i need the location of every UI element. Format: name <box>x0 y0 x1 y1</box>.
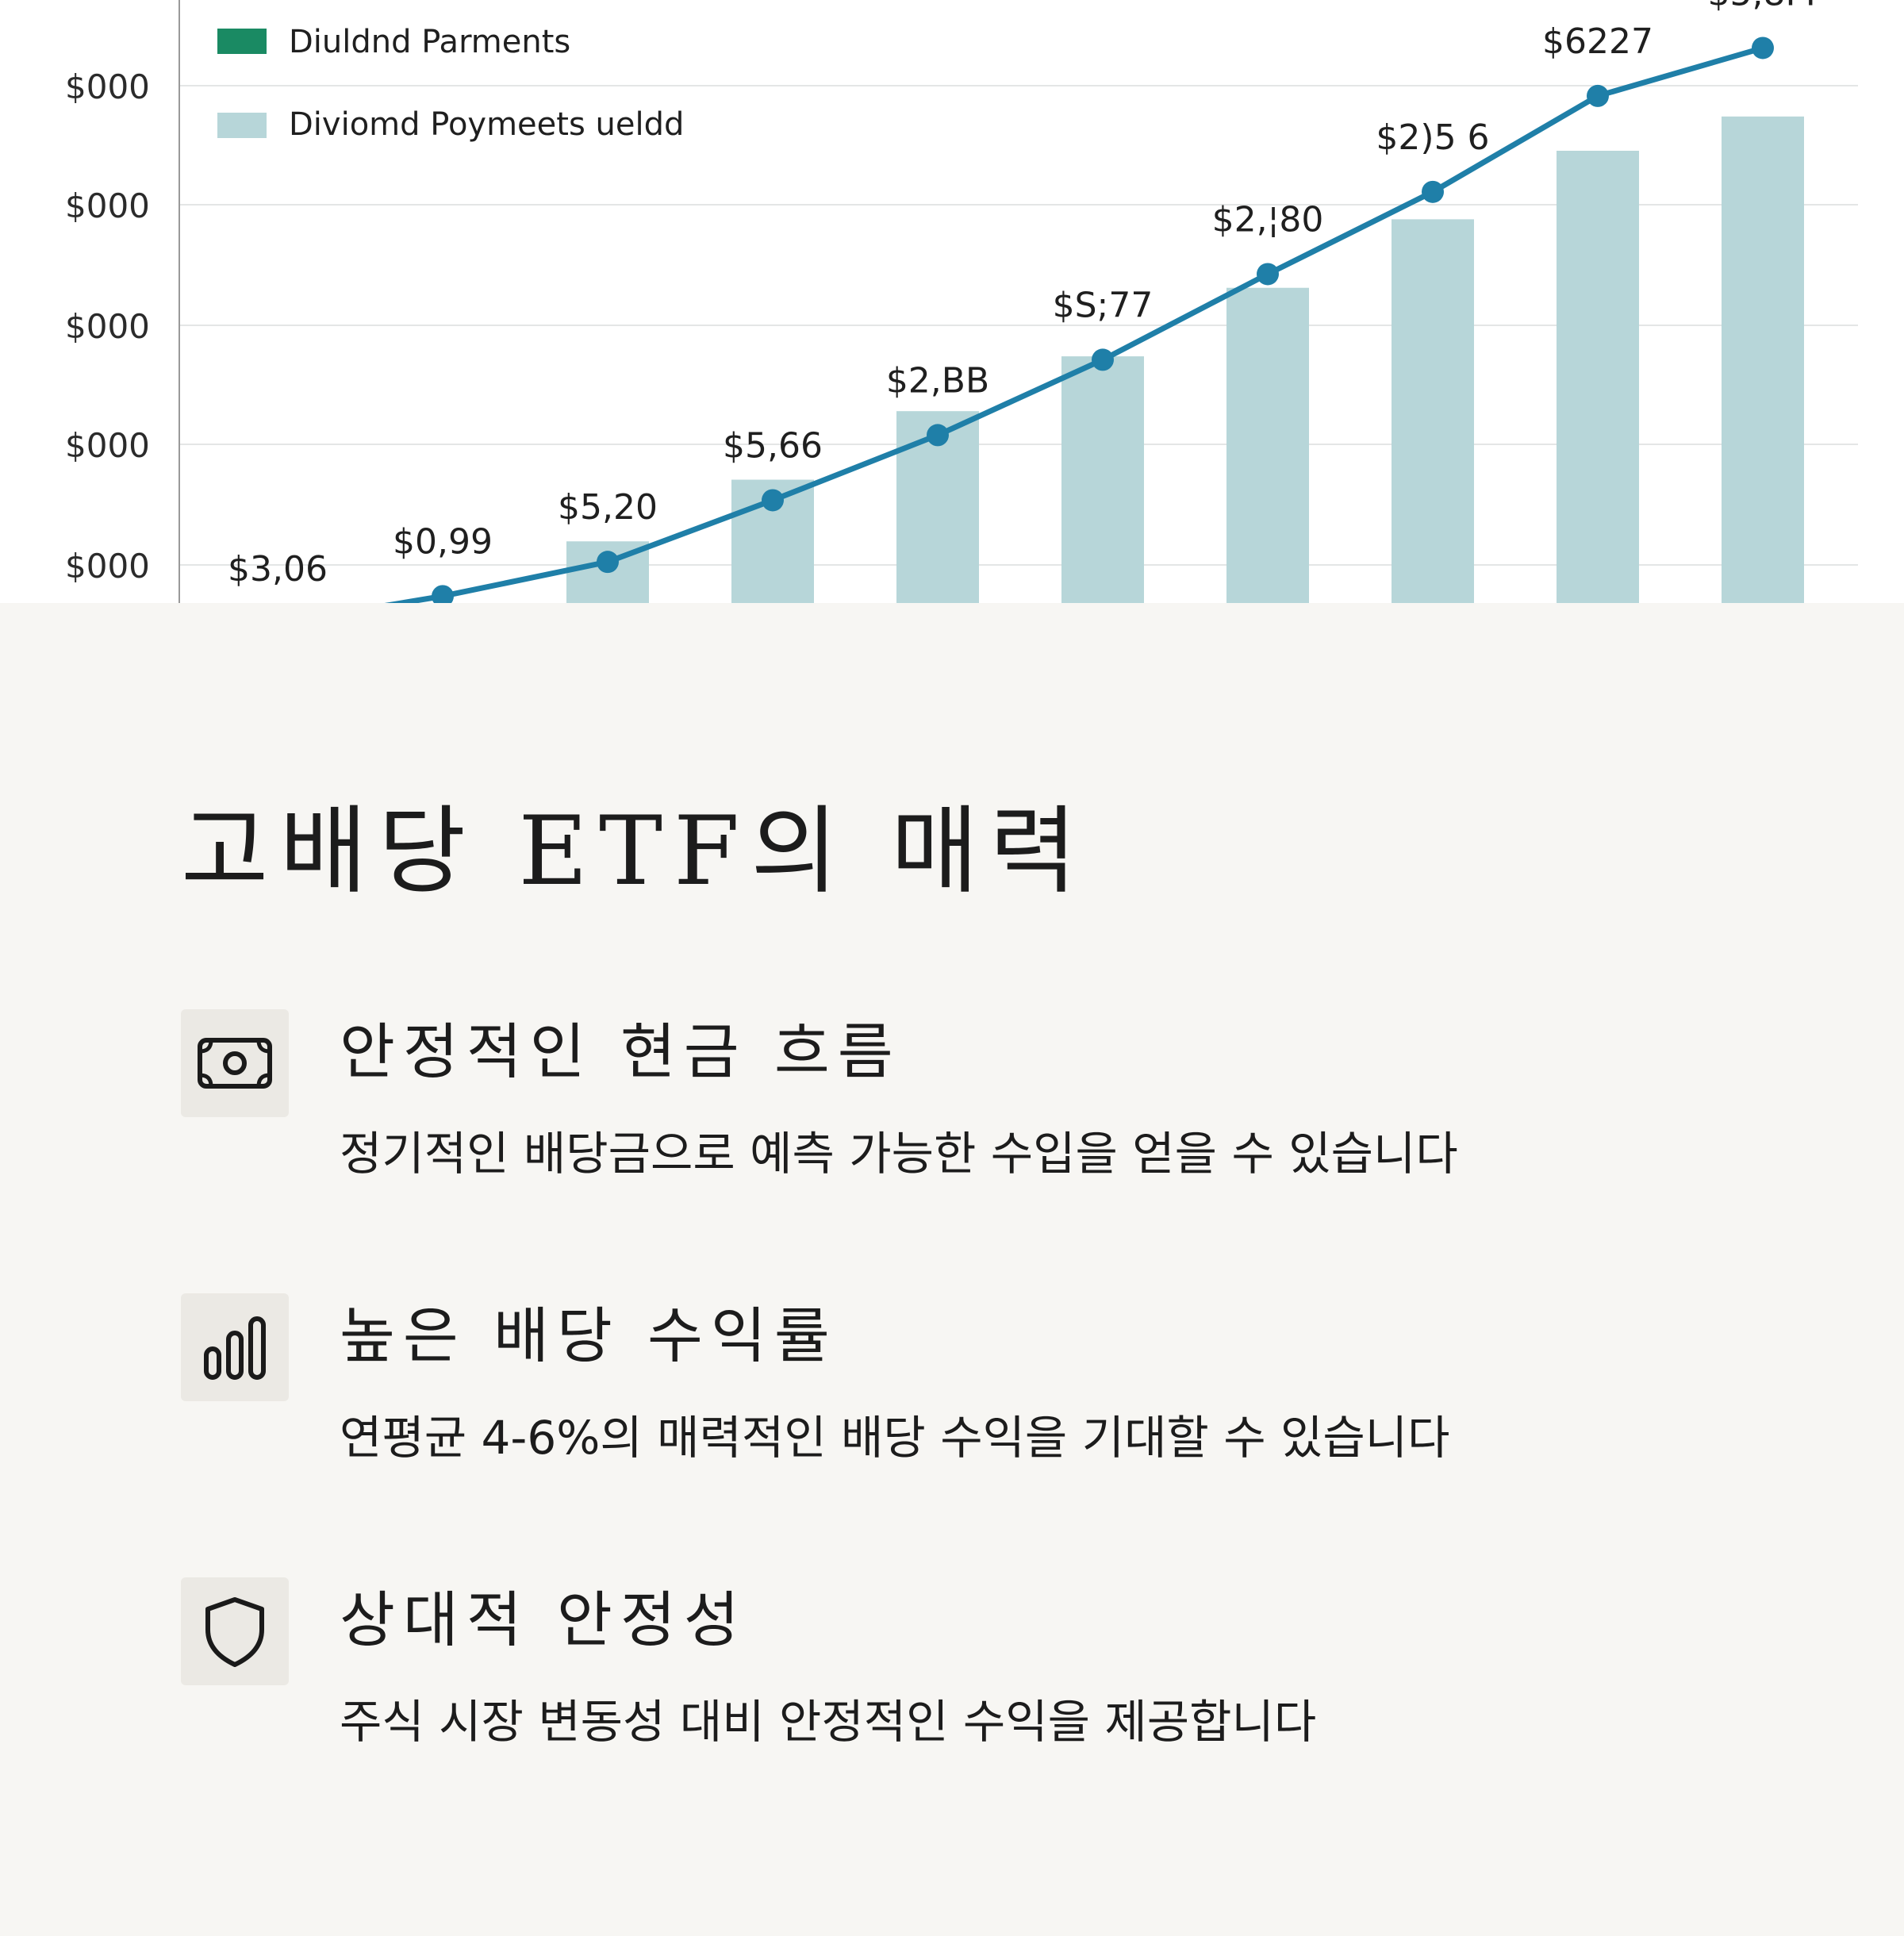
y-tick-label: $000 <box>65 547 150 586</box>
feature-relative-stability: 상대적 안정성 주식 시장 변동성 대비 안정적인 수익을 제공합니다 <box>181 1577 1768 1784</box>
feature-description: 주식 시장 변동성 대비 안정적인 수익을 제공합니다 <box>340 1695 1317 1749</box>
data-point <box>1587 84 1609 107</box>
feature-title: 높은 배당 수익률 <box>340 1300 838 1371</box>
feature-high-dividend-yield: 높은 배당 수익률 연평균 4-6%의 매력적인 배당 수익을 기대할 수 있습… <box>181 1293 1768 1500</box>
data-label: $5,20 <box>558 487 658 528</box>
data-label: $S;77 <box>1053 285 1154 325</box>
line-series <box>384 36 1774 603</box>
feature-description: 연평균 4-6%의 매력적인 배당 수익을 기대할 수 있습니다 <box>340 1411 1450 1465</box>
feature-title: 상대적 안정성 <box>340 1585 747 1655</box>
data-point <box>927 424 949 447</box>
data-label: $6227 <box>1542 21 1653 62</box>
data-labels: $3,06 $0,99 $5,20 $5,66 $2,BB $S;77 $2,¦80 $2)5… <box>228 0 1818 590</box>
dividend-chart: $000 $000 $000 $000 $000 $3,06 $0,99 $5,20 $5,6… <box>0 0 1904 603</box>
series-line <box>384 44 1766 603</box>
data-point <box>762 489 784 512</box>
data-label: $5,66 <box>723 425 823 466</box>
features-section: 고배당 ETF의 매력 안정적인 현금 흐름 정기적인 배당금으로 예측 가능한… <box>0 603 1904 1936</box>
bar <box>1722 116 1804 603</box>
cash-icon <box>181 1009 289 1117</box>
chart-legend: Diuldnd Parments Diviomd Poymeets ueldd <box>217 24 684 143</box>
shield-icon <box>181 1577 289 1685</box>
y-tick-label: $000 <box>65 307 150 346</box>
data-point <box>597 551 619 574</box>
feature-description: 정기적인 배당금으로 예측 가능한 수입을 얻을 수 있습니다 <box>340 1127 1458 1181</box>
y-tick-label: $000 <box>65 186 150 225</box>
data-point <box>1257 263 1279 286</box>
legend-label-dividend-payments: Diuldnd Parments <box>289 24 570 60</box>
data-label: $2,BB <box>886 360 989 401</box>
y-tick-label: $000 <box>65 67 150 106</box>
data-label: $2)5 6 <box>1376 117 1489 158</box>
bar-chart-icon <box>181 1293 289 1401</box>
bar-series <box>566 116 1804 603</box>
data-point <box>1422 180 1444 203</box>
bar <box>1061 356 1144 603</box>
section-title: 고배당 ETF의 매력 <box>181 797 1088 907</box>
bar <box>1392 219 1474 603</box>
data-label: $5,8I4 <box>1708 0 1818 13</box>
legend-swatch-dividend-yield <box>217 113 267 138</box>
data-point <box>432 585 454 603</box>
feature-stable-cash-flow: 안정적인 현금 흐름 정기적인 배당금으로 예측 가능한 수입을 얻을 수 있습… <box>181 1009 1768 1216</box>
y-tick-label: $000 <box>65 426 150 465</box>
legend-label-dividend-yield: Diviomd Poymeets ueldd <box>289 106 684 143</box>
legend-swatch-dividend-payments <box>217 29 267 54</box>
bar <box>1226 287 1309 603</box>
data-label: $3,06 <box>228 549 328 590</box>
y-axis-ticks: $000 $000 $000 $000 $000 <box>65 67 150 586</box>
data-point <box>1092 348 1114 371</box>
feature-title: 안정적인 현금 흐름 <box>340 1016 901 1087</box>
data-label: $2,¦80 <box>1212 199 1324 240</box>
data-label: $0,99 <box>393 521 493 562</box>
data-point <box>1752 36 1774 60</box>
bar <box>1557 151 1639 603</box>
dividend-chart-svg: $000 $000 $000 $000 $000 $3,06 $0,99 $5,20 $5,6… <box>65 0 1858 603</box>
